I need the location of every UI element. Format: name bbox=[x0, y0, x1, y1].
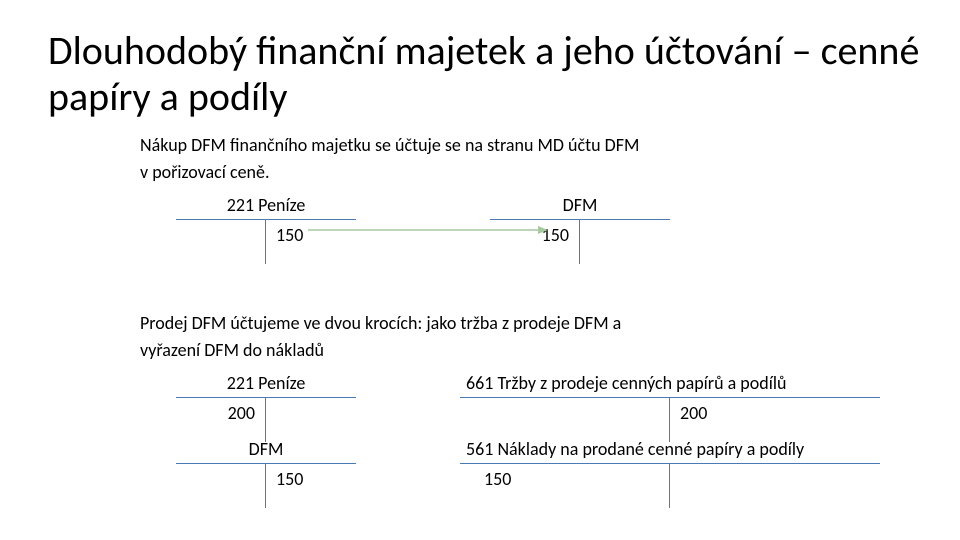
slide-title: Dlouhodobý finanční majetek a jeho účtov… bbox=[48, 28, 928, 120]
t-account-661: 661 Tržby z prodeje cenných papírů a pod… bbox=[460, 370, 880, 442]
t-accounts-row-2: 221 Peníze 200 661 Tržby z prodeje cenný… bbox=[140, 370, 920, 520]
t-account-label: DFM bbox=[176, 436, 356, 464]
t-debit bbox=[176, 220, 266, 264]
para1-line2: v pořizovací ceně. bbox=[140, 161, 270, 183]
t-account-561: 561 Náklady na prodané cenné papíry a po… bbox=[460, 436, 880, 508]
t-credit: 150 bbox=[266, 220, 356, 264]
t-accounts-row-1: 221 Peníze 150 DFM 150 bbox=[140, 192, 920, 282]
t-account-221-penize-sale: 221 Peníze 200 bbox=[176, 370, 356, 442]
t-account-label: 661 Tržby z prodeje cenných papírů a pod… bbox=[460, 370, 880, 398]
t-account-label: DFM bbox=[490, 192, 670, 220]
para2-line1: Prodej DFM účtujeme ve dvou krocích: jak… bbox=[140, 312, 621, 334]
t-credit bbox=[670, 464, 880, 508]
t-account-dfm: DFM 150 bbox=[490, 192, 670, 264]
t-account-label: 221 Peníze bbox=[176, 370, 356, 398]
para1-line1: Nákup DFM finančního majetku se účtuje s… bbox=[140, 134, 639, 156]
t-debit: 150 bbox=[490, 220, 580, 264]
t-credit: 150 bbox=[266, 464, 356, 508]
t-debit: 150 bbox=[460, 464, 670, 508]
t-debit bbox=[176, 464, 266, 508]
slide-body: Nákup DFM finančního majetku se účtuje s… bbox=[140, 132, 920, 520]
t-account-label: 221 Peníze bbox=[176, 192, 356, 220]
t-account-221-penize: 221 Peníze 150 bbox=[176, 192, 356, 264]
t-account-dfm-sale: DFM 150 bbox=[176, 436, 356, 508]
t-credit bbox=[580, 220, 670, 264]
paragraph-2: Prodej DFM účtujeme ve dvou krocích: jak… bbox=[140, 310, 920, 364]
paragraph-1: Nákup DFM finančního majetku se účtuje s… bbox=[140, 132, 920, 186]
para2-line2: vyřazení DFM do nákladů bbox=[140, 339, 324, 361]
t-account-label: 561 Náklady na prodané cenné papíry a po… bbox=[460, 436, 880, 464]
